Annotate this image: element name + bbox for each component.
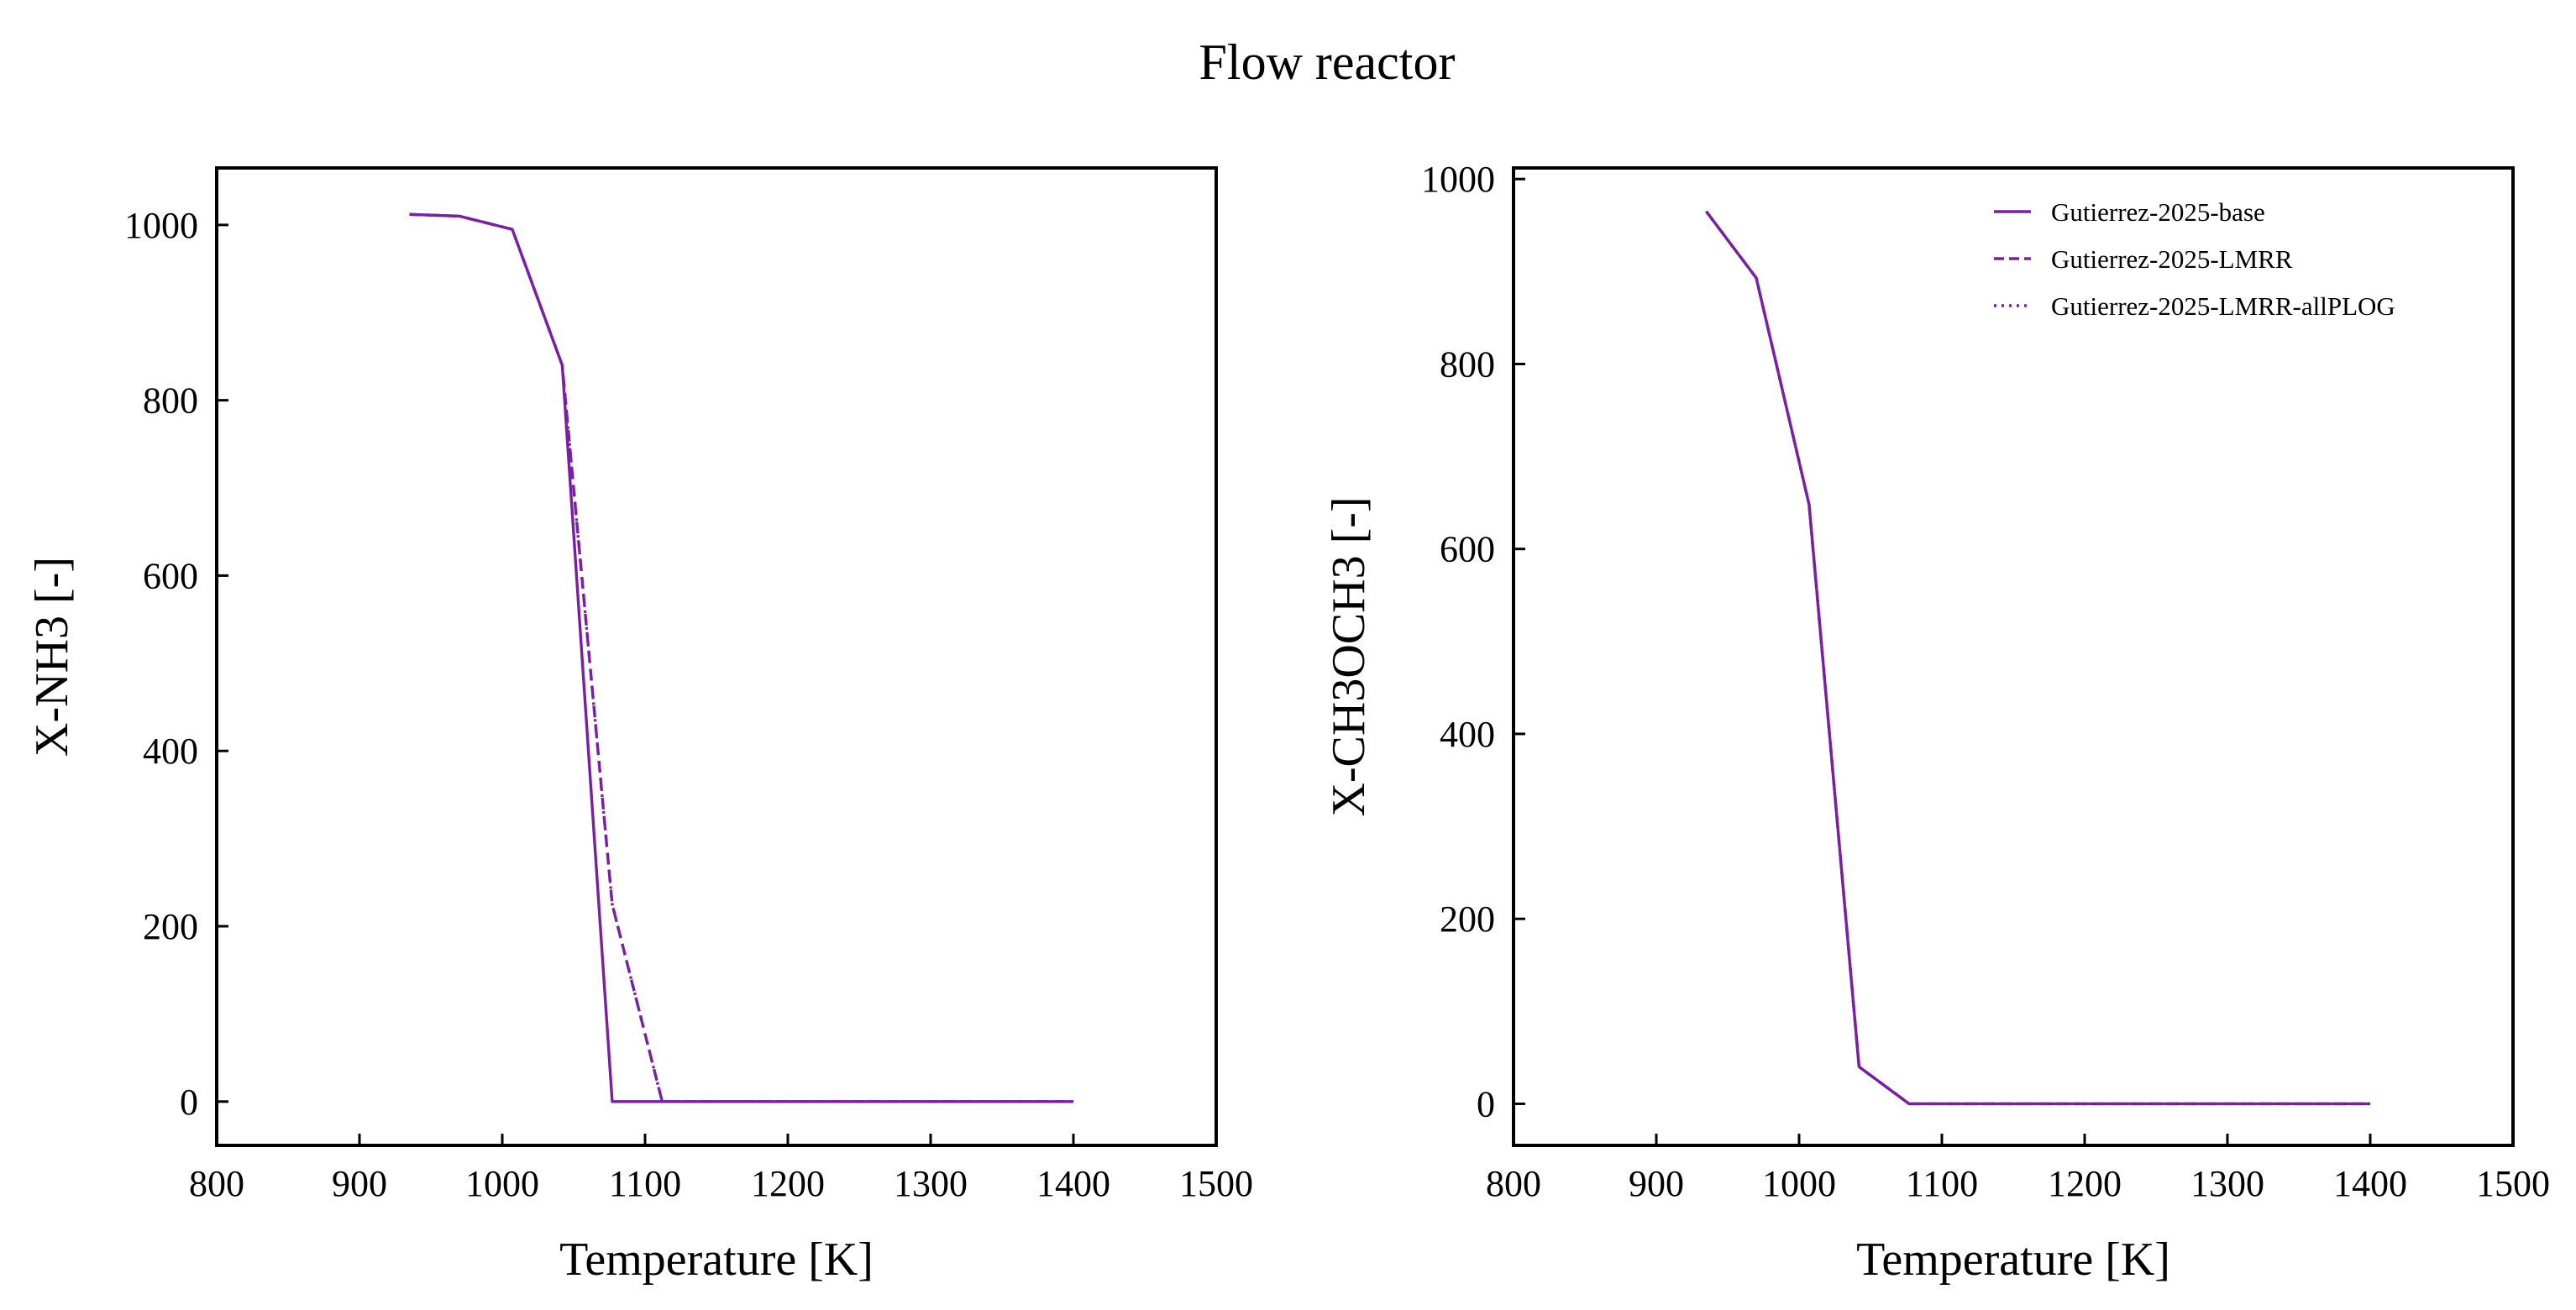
series-line-dotted xyxy=(1705,210,2370,1106)
x-tick-label: 1200 xyxy=(751,1163,825,1204)
y-tick-label: 1000 xyxy=(1421,159,1495,200)
y-tick-label: 400 xyxy=(1440,714,1495,755)
y-tick-label: 1000 xyxy=(124,205,198,246)
x-tick-label: 1400 xyxy=(1036,1163,1110,1204)
x-tick-label: 1300 xyxy=(2190,1163,2264,1204)
legend-label: Gutierrez-2025-base xyxy=(2051,197,2265,227)
plot-frame xyxy=(215,166,1218,1147)
panel-ch3och3: 800 900 1000 1100 1200 1300 1400 1500 0 200 400 600… xyxy=(1323,159,2550,1286)
x-tick-label: 1100 xyxy=(609,1163,681,1204)
panel-nh3: 800 900 1000 1100 1200 1300 1400 1500 0 200 400 600… xyxy=(26,166,1253,1286)
y-tick-label: 800 xyxy=(1440,343,1495,385)
y-tick-label: 200 xyxy=(143,906,198,947)
x-tick-label: 1000 xyxy=(465,1163,539,1204)
x-tick-label: 1100 xyxy=(1906,1163,1978,1204)
x-tick-label: 800 xyxy=(189,1163,244,1204)
x-axis-label: Temperature [K] xyxy=(1856,1234,2170,1286)
series-line-solid xyxy=(1705,210,2370,1106)
y-tick-label: 600 xyxy=(1440,529,1495,570)
x-tick-label: 800 xyxy=(1486,1163,1541,1204)
y-tick-label: 600 xyxy=(143,555,198,596)
series-line-dotted xyxy=(409,212,1073,1103)
legend: Gutierrez-2025-base Gutierrez-2025-LMRR Gu… xyxy=(1994,197,2395,321)
x-tick-label: 1200 xyxy=(2048,1163,2122,1204)
series-line-dashed xyxy=(1705,210,2370,1106)
figure-title: Flow reactor xyxy=(1199,34,1456,90)
x-tick-label: 1400 xyxy=(2333,1163,2407,1204)
x-tick-label: 1500 xyxy=(2476,1163,2550,1204)
y-tick-label: 0 xyxy=(180,1082,198,1123)
plot-frame xyxy=(1512,166,2515,1147)
x-axis-label: Temperature [K] xyxy=(559,1234,874,1286)
y-axis-label: X-CH3OCH3 [-] xyxy=(1323,496,1375,816)
x-tick-label: 1300 xyxy=(894,1163,968,1204)
series-line-dashed xyxy=(409,212,1073,1103)
y-tick-label: 0 xyxy=(1477,1083,1495,1124)
legend-label: Gutierrez-2025-LMRR-allPLOG xyxy=(2051,291,2395,321)
x-tick-label: 1000 xyxy=(1762,1163,1836,1204)
x-tick-label: 900 xyxy=(332,1163,387,1204)
series-line-solid xyxy=(409,212,1073,1103)
x-tick-label: 1500 xyxy=(1179,1163,1253,1204)
y-tick-label: 400 xyxy=(143,731,198,772)
y-tick-label: 800 xyxy=(143,380,198,422)
x-tick-label: 900 xyxy=(1629,1163,1684,1204)
y-tick-label: 200 xyxy=(1440,899,1495,940)
y-axis-label: X-NH3 [-] xyxy=(26,557,78,757)
legend-label: Gutierrez-2025-LMRR xyxy=(2051,244,2293,274)
